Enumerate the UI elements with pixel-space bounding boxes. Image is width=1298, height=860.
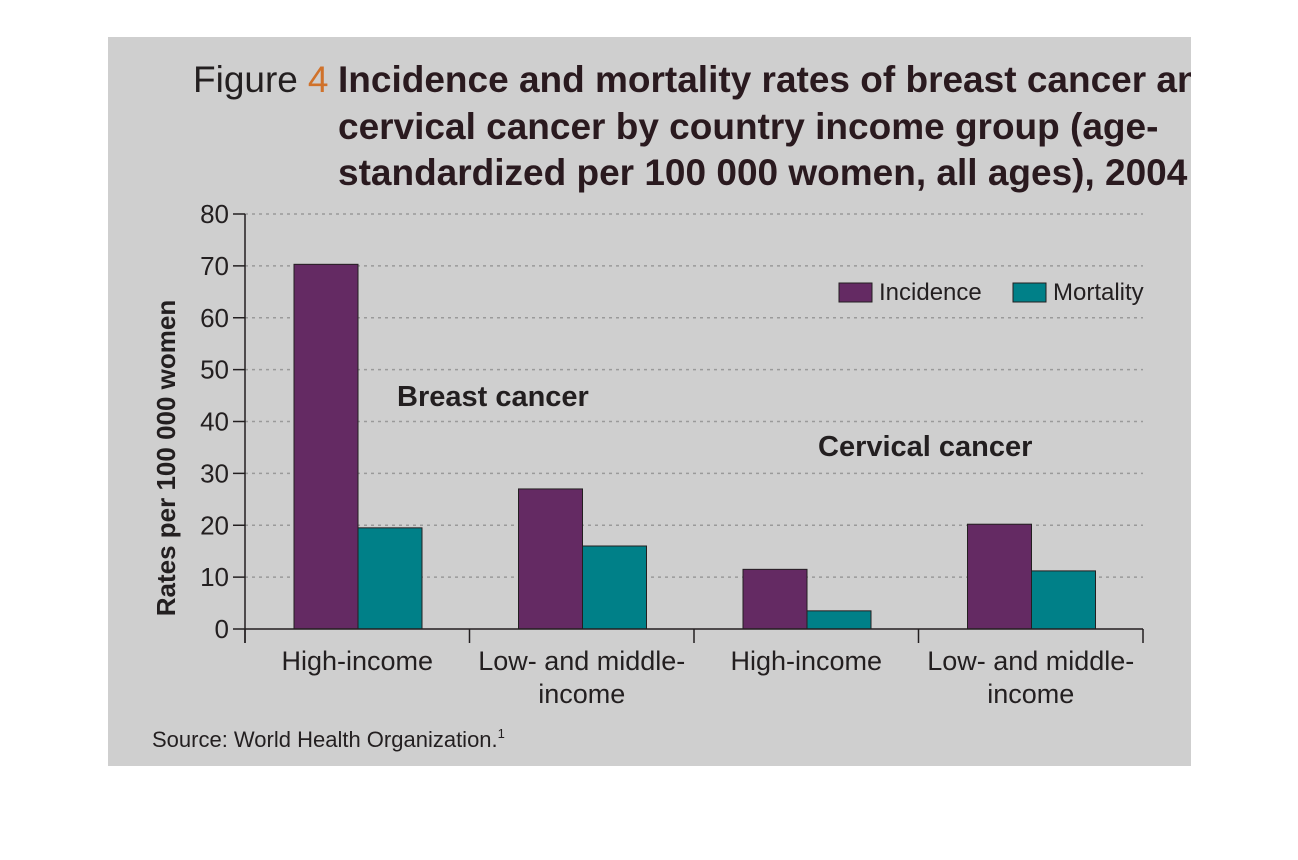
legend-swatch-mortality xyxy=(1012,282,1047,303)
y-tick-label-20: 20 xyxy=(200,510,229,540)
chart: Figure 4 Incidence and mortality rates of … xyxy=(151,59,1191,752)
x-tick-label-2-line-2: income xyxy=(538,679,625,709)
title-text-1: Incidence and mortality rates of breast … xyxy=(338,59,1191,100)
figure-title-line-3: standardized per 100 000 women, all ages… xyxy=(338,152,1188,193)
figure-label: Figure xyxy=(193,59,298,100)
bar-incidence-4 xyxy=(967,523,1032,630)
x-tick-label-2-line-1: Low- and middle- xyxy=(478,646,685,676)
bar-incidence-1 xyxy=(293,263,359,630)
figure-number: 4 xyxy=(308,59,329,100)
source-note: Source: World Health Organization.1 xyxy=(152,726,505,752)
x-tick-label-3-line-1: High-income xyxy=(730,646,882,676)
y-tick-label-50: 50 xyxy=(200,355,229,385)
bar-mortality-2 xyxy=(582,545,647,630)
x-tick-label-1-line-1: High-income xyxy=(281,646,433,676)
y-tick-label-40: 40 xyxy=(200,407,229,437)
y-tick-label-10: 10 xyxy=(200,562,229,592)
group-label-breast-cancer: Breast cancer xyxy=(397,381,589,413)
y-tick-label-80: 80 xyxy=(200,199,229,229)
x-tick-label-4-line-2: income xyxy=(987,679,1074,709)
legend-label-incidence: Incidence xyxy=(879,279,982,306)
figure-title-line-2: cervical cancer by country income group … xyxy=(338,106,1158,147)
x-tick-label-4-line-1: Low- and middle- xyxy=(927,646,1134,676)
bar-mortality-3 xyxy=(806,610,872,630)
y-tick-label-0: 0 xyxy=(215,614,229,644)
bar-incidence-2 xyxy=(518,488,583,630)
y-tick-label-30: 30 xyxy=(200,458,229,488)
axes xyxy=(233,213,1144,643)
group-label-cervical-cancer: Cervical cancer xyxy=(818,431,1032,463)
figure-panel: Figure 4 Incidence and mortality rates of … xyxy=(108,37,1191,766)
bar-mortality-4 xyxy=(1031,570,1096,630)
gridlines xyxy=(245,213,1143,578)
legend-swatch-incidence xyxy=(838,282,873,303)
bars xyxy=(293,263,1096,630)
figure-title-line-1: Figure 4 Incidence and mortality rates of … xyxy=(193,59,1191,100)
bar-mortality-1 xyxy=(357,527,423,630)
legend-label-mortality: Mortality xyxy=(1053,279,1144,306)
legend: Incidence Mortality xyxy=(838,279,1144,306)
source-text: Source: World Health Organization. xyxy=(152,727,498,752)
y-axis-label: Rates per 100 000 women xyxy=(151,300,181,617)
source-superscript: 1 xyxy=(498,726,505,741)
y-tick-label-60: 60 xyxy=(200,303,229,333)
bar-incidence-3 xyxy=(742,568,808,630)
y-tick-label-70: 70 xyxy=(200,251,229,281)
tick-labels: 0 10 20 30 40 50 60 70 80 High-income Low- and mid… xyxy=(200,199,1134,709)
